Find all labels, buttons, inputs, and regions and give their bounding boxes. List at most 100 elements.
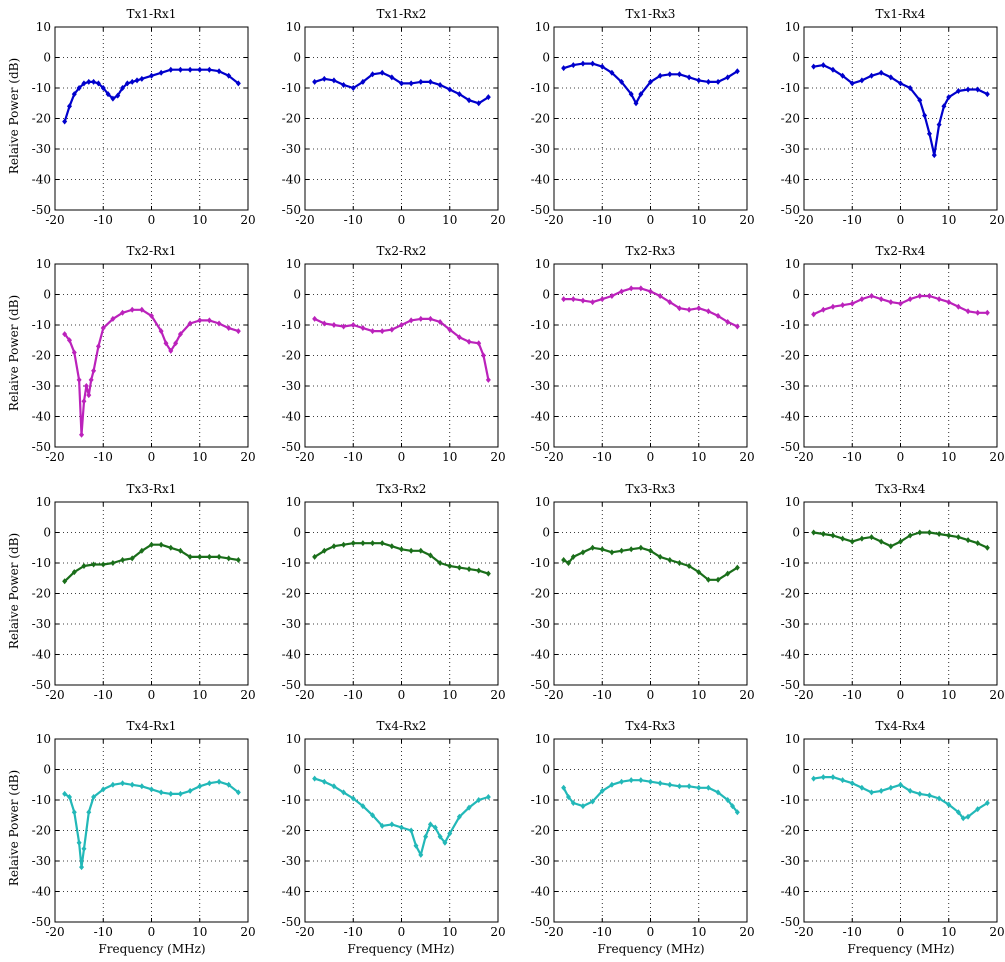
x-axis-label-col-4: Frequency (MHz) [847, 942, 954, 956]
x-tick-label: 0 [148, 688, 156, 702]
data-point [379, 540, 385, 547]
data-point [849, 538, 855, 545]
y-tick-label: -20 [282, 824, 301, 838]
y-tick-label: -30 [531, 379, 550, 393]
x-tick-label: -10 [94, 688, 113, 702]
data-point [820, 62, 826, 69]
x-tick-label: 20 [240, 450, 255, 464]
y-tick-label: -20 [781, 349, 800, 363]
x-tick-label: 10 [442, 450, 457, 464]
data-point [476, 340, 482, 347]
y-tick-label: -40 [282, 885, 301, 899]
ticks [803, 263, 998, 448]
data-point [437, 318, 443, 325]
y-tick-label: -40 [531, 410, 550, 424]
data-point [946, 801, 952, 808]
subplot-title: Tx1-Rx4 [876, 7, 926, 21]
ticks [304, 501, 499, 686]
series-markers [62, 541, 241, 585]
data-point [124, 80, 130, 87]
data-point [177, 547, 183, 554]
data-point [91, 561, 97, 568]
series-line [64, 780, 239, 869]
data-point [456, 334, 462, 341]
y-tick-label: 10 [36, 732, 51, 746]
series-markers [312, 775, 491, 858]
data-point [926, 293, 932, 300]
data-point [177, 790, 183, 797]
data-point [321, 547, 327, 554]
subplot-tx2-rx4: Tx2-Rx4 -20 -10 0 10 20 10 0 -10 -20 -30 -40 -50 [781, 244, 1005, 464]
grid [55, 502, 248, 685]
y-tick-label: -30 [32, 854, 51, 868]
data-point [235, 80, 241, 87]
ticks [553, 263, 748, 448]
data-point [408, 80, 414, 87]
subplot-title: Tx4-Rx3 [626, 719, 676, 733]
data-point [418, 547, 424, 554]
data-point [849, 80, 855, 87]
data-point [599, 787, 605, 794]
data-point [331, 543, 337, 550]
y-tick-label: -40 [282, 648, 301, 662]
y-tick-label: -20 [781, 587, 800, 601]
y-tick-label: -20 [32, 112, 51, 126]
y-tick-label: -10 [32, 318, 51, 332]
series-markers [62, 306, 241, 438]
data-point [984, 800, 990, 807]
data-point [76, 839, 82, 846]
y-tick-label: 0 [542, 526, 550, 540]
x-tick-label: 10 [192, 213, 207, 227]
data-point [321, 75, 327, 82]
data-point [869, 789, 875, 796]
data-point [110, 560, 116, 566]
data-point [686, 783, 692, 790]
y-tick-label: -20 [282, 349, 301, 363]
x-tick-label: 10 [941, 925, 956, 939]
x-tick-label: 0 [398, 450, 406, 464]
y-tick-label: -50 [32, 203, 51, 217]
x-tick-label: -10 [344, 925, 363, 939]
y-tick-label: 0 [792, 288, 800, 302]
data-point [158, 541, 164, 548]
data-point [331, 322, 337, 328]
y-tick-label: -10 [282, 318, 301, 332]
data-point [129, 78, 135, 85]
y-tick-label: -40 [32, 410, 51, 424]
data-point [734, 564, 740, 571]
data-point [86, 78, 92, 85]
y-tick-label: -30 [32, 617, 51, 631]
y-tick-label: 0 [542, 763, 550, 777]
x-tick-label: 0 [148, 450, 156, 464]
y-tick-label: -30 [781, 142, 800, 156]
data-point [628, 546, 634, 553]
y-tick-label: -10 [32, 793, 51, 807]
data-point [965, 86, 971, 93]
data-point [370, 328, 376, 335]
x-tick-label: 0 [647, 450, 655, 464]
data-point [975, 540, 981, 547]
data-point [628, 285, 634, 292]
data-point [811, 311, 817, 318]
data-point [442, 839, 448, 846]
x-tick-label: -20 [45, 688, 64, 702]
data-point [437, 560, 443, 566]
series-markers [312, 69, 491, 107]
data-point [922, 112, 928, 119]
data-point [570, 800, 576, 807]
x-tick-label: 0 [148, 213, 156, 227]
data-point [888, 299, 894, 306]
data-point [975, 309, 981, 316]
data-point [696, 569, 702, 576]
ticks [304, 26, 499, 211]
y-tick-label: -50 [32, 440, 51, 454]
y-tick-label: -40 [282, 410, 301, 424]
data-point [187, 320, 193, 327]
data-point [619, 778, 625, 785]
data-point [888, 543, 894, 550]
data-point [820, 531, 826, 538]
data-point [975, 806, 981, 813]
data-point [565, 793, 571, 800]
data-point [427, 552, 433, 559]
data-point [676, 305, 682, 312]
